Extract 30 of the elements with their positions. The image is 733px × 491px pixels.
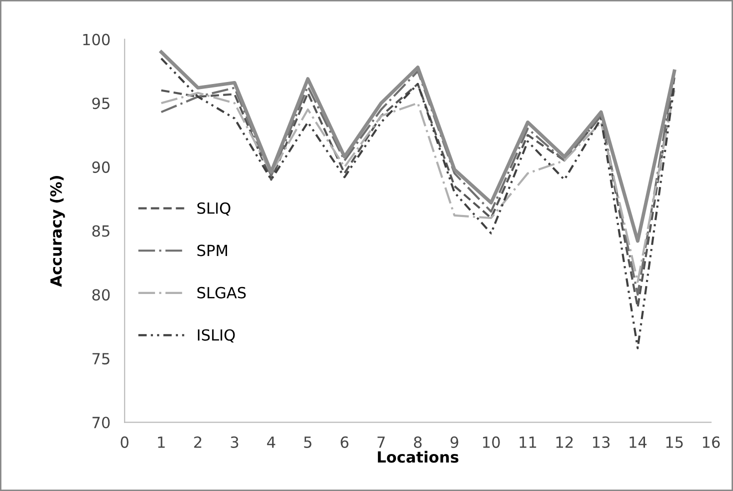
x-tick-label: 2 — [194, 436, 202, 448]
x-tick-label: 9 — [450, 436, 458, 448]
x-tick-label: 4 — [267, 436, 276, 448]
legend-label: SLGAS — [197, 286, 246, 298]
legend-label: SPM — [197, 244, 228, 256]
x-tick-label: 10 — [483, 436, 500, 448]
x-tick-label: 8 — [414, 436, 422, 448]
x-tick-label: 13 — [593, 436, 610, 448]
x-tick-label: 5 — [304, 436, 312, 448]
legend-label: ISLIQ — [198, 329, 235, 343]
x-tick-label: 16 — [702, 436, 720, 448]
x-tick-label: 0 — [120, 436, 128, 448]
x-tick-label: 15 — [666, 436, 683, 448]
y-axis-title: Accuracy (%) — [50, 176, 65, 287]
x-tick-label: 3 — [230, 436, 238, 448]
y-tick-label: 90 — [92, 161, 110, 173]
y-tick-label: 95 — [92, 98, 110, 110]
x-axis-title: Locations — [378, 450, 458, 463]
y-tick-label: 80 — [92, 289, 110, 301]
y-tick-label: 70 — [92, 416, 110, 428]
x-tick-label: 7 — [378, 436, 385, 448]
x-tick-label: 1 — [158, 436, 165, 448]
y-tick-label: 100 — [83, 34, 110, 46]
x-tick-label: 12 — [556, 436, 573, 448]
legend-label: SLIQ — [197, 202, 230, 216]
x-tick-label: 6 — [340, 436, 348, 448]
x-tick-label: 14 — [630, 436, 647, 448]
x-tick-label: 11 — [520, 436, 536, 448]
y-tick-label: 85 — [92, 225, 110, 237]
y-tick-label: 75 — [92, 353, 110, 364]
